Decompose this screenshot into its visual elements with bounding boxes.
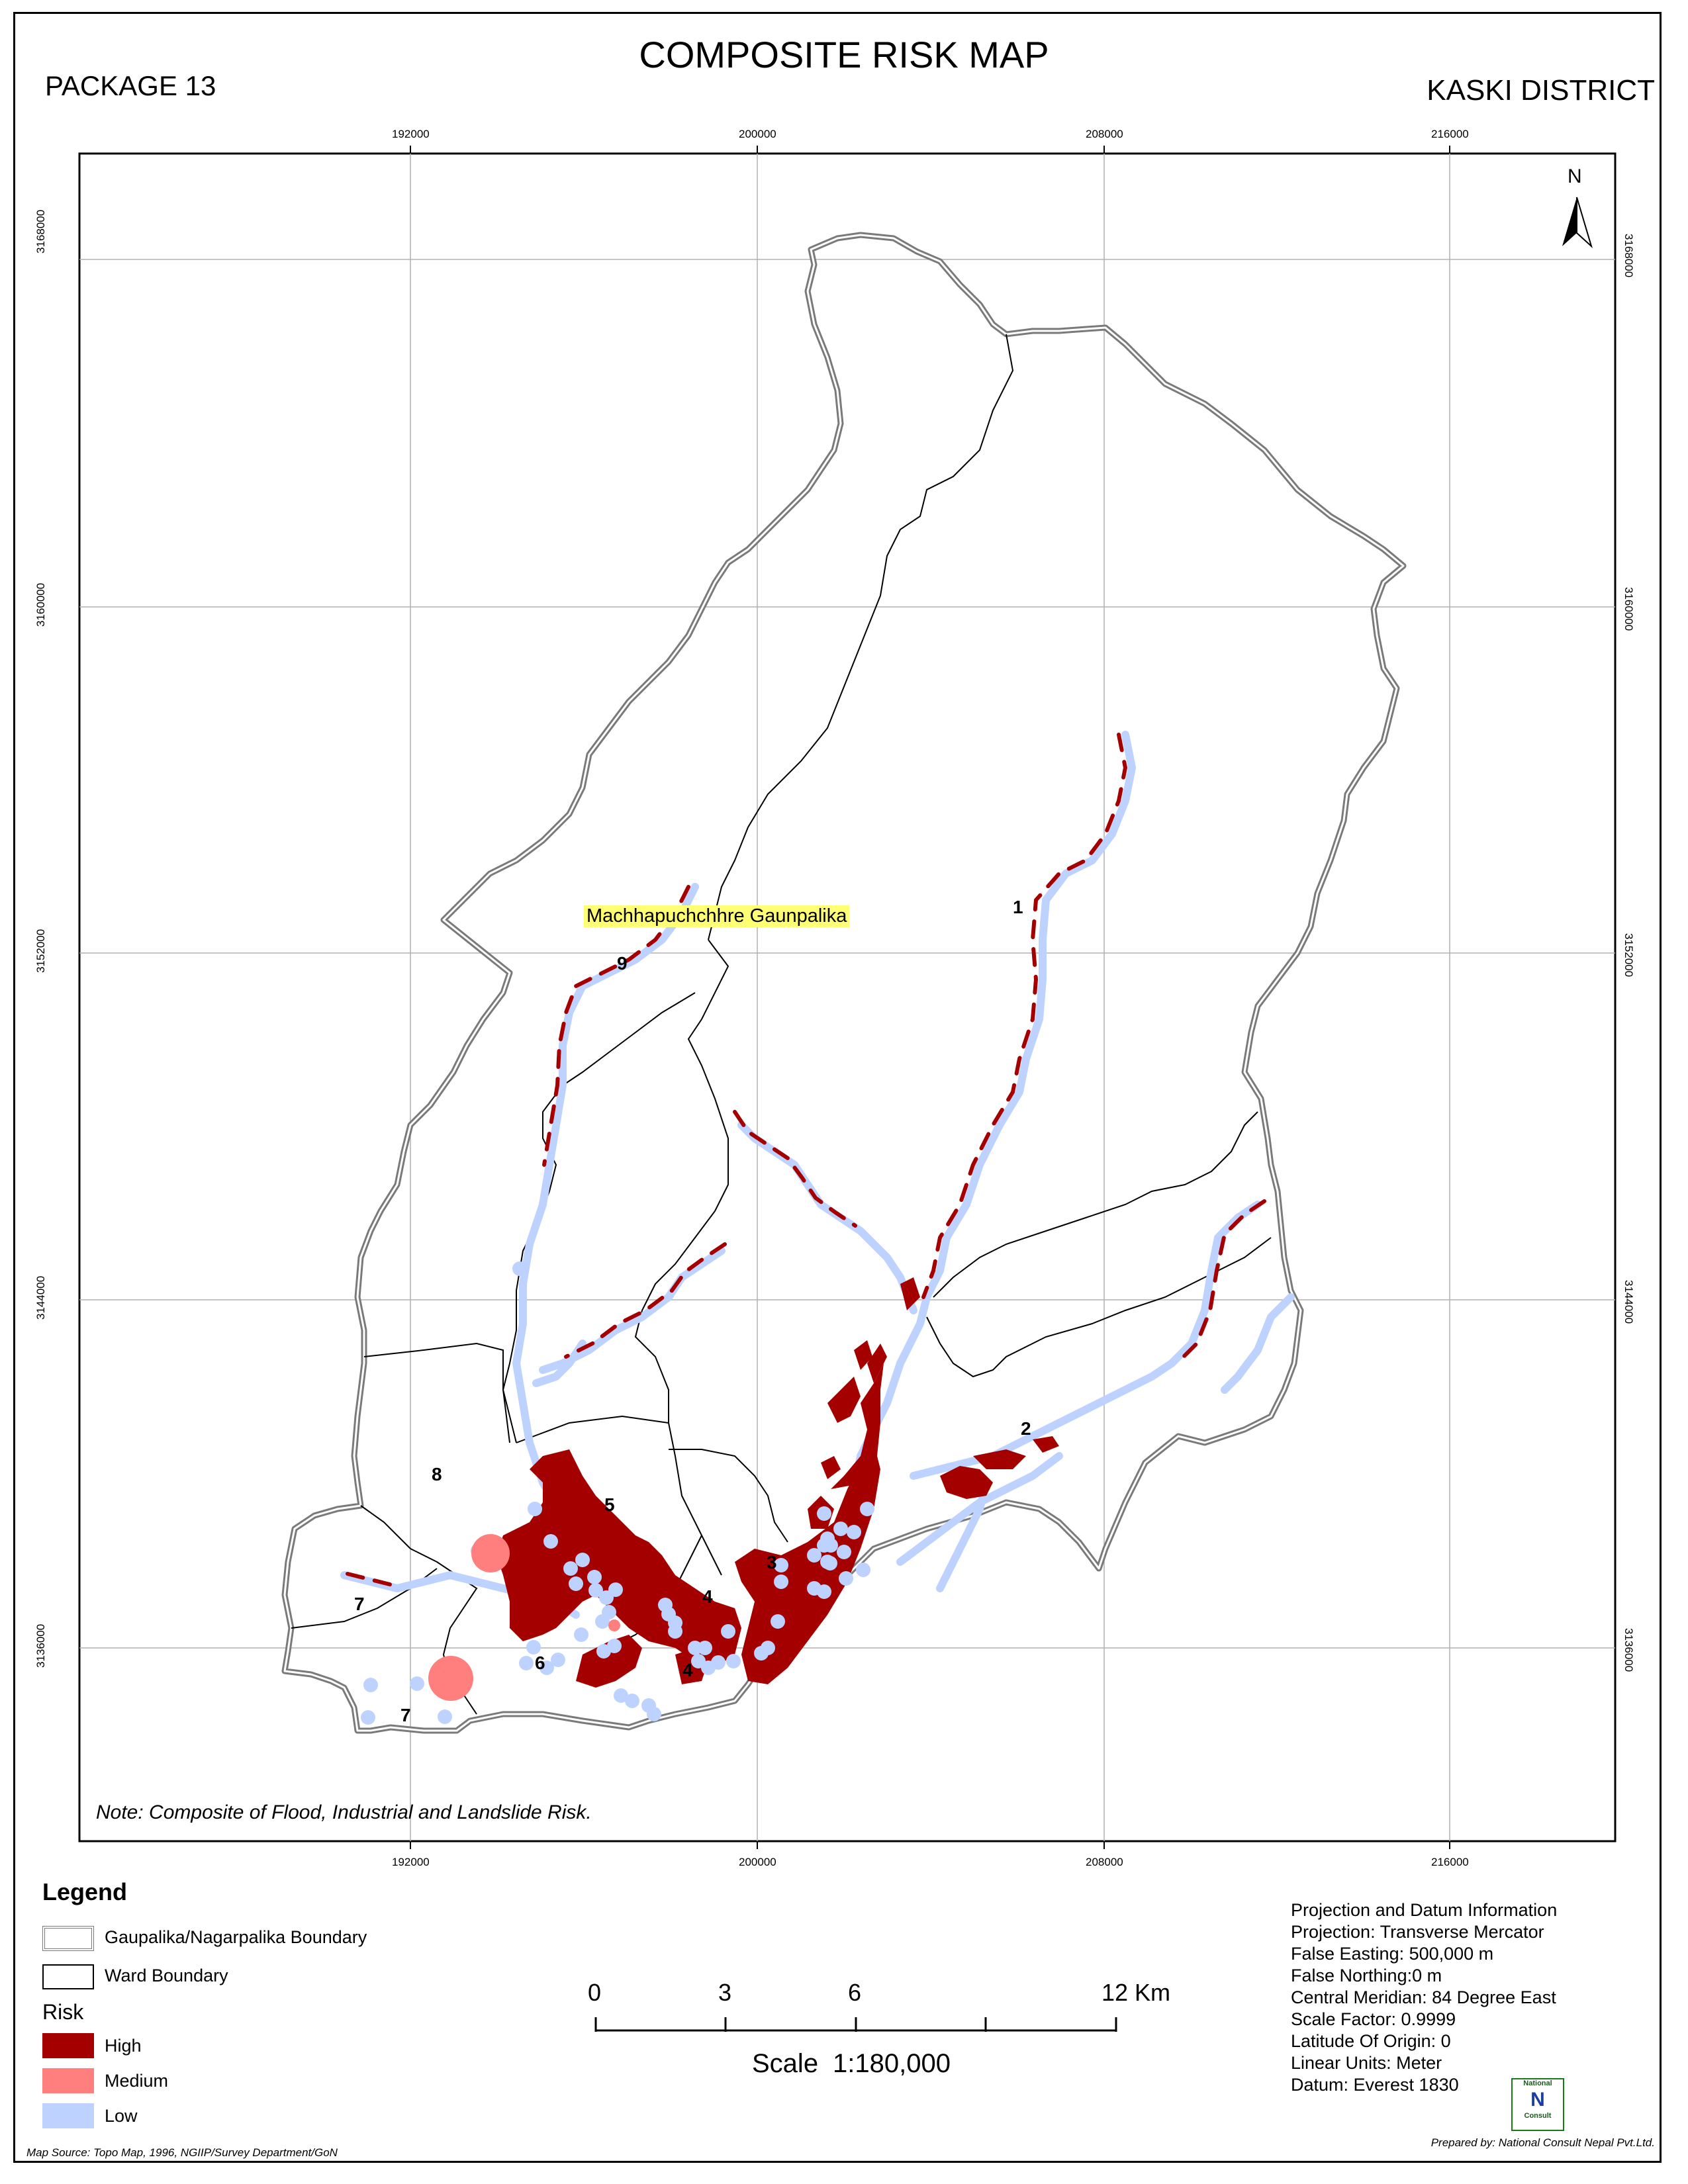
ward-number-9: 9 xyxy=(617,953,628,974)
ward-number-7: 7 xyxy=(354,1594,365,1614)
district-label: KASKI DISTRICT xyxy=(1427,74,1655,107)
x-tick-bottom-200000: 200000 xyxy=(739,1856,776,1868)
legend-swatch-ward xyxy=(42,1964,94,1989)
projection-line: False Easting: 500,000 m xyxy=(1291,1944,1494,1964)
legend-swatch-low xyxy=(42,2103,94,2128)
y-tick-right-3136000: 3136000 xyxy=(1622,1628,1635,1672)
ward-number-1: 1 xyxy=(1013,897,1023,917)
logo-text-bottom: Consult xyxy=(1524,2112,1552,2120)
x-tick-bottom-216000: 216000 xyxy=(1431,1856,1469,1868)
package-label: PACKAGE 13 xyxy=(45,70,216,101)
map-source: Map Source: Topo Map, 1996, NGIIP/Survey… xyxy=(26,2146,338,2159)
legend-label-high: High xyxy=(105,2036,142,2056)
projection-line: Central Meridian: 84 Degree East xyxy=(1291,1987,1556,2007)
scale-label: Scale xyxy=(752,2049,819,2078)
y-tick-right-3152000: 3152000 xyxy=(1622,933,1635,978)
projection-block: Projection and Datum Information Project… xyxy=(1291,1899,1557,2096)
projection-line: Latitude Of Origin: 0 xyxy=(1291,2031,1451,2051)
map-frame xyxy=(78,152,1617,1843)
legend-label-medium: Medium xyxy=(105,2071,169,2091)
x-tick-bottom-192000: 192000 xyxy=(392,1856,430,1868)
ward-number-3: 3 xyxy=(767,1552,777,1572)
legend-swatch-medium xyxy=(42,2068,94,2093)
y-tick-left-3152000: 3152000 xyxy=(34,929,47,973)
logo-text-top: National xyxy=(1523,2079,1552,2087)
legend-title: Legend xyxy=(42,1878,128,1905)
low-risk-points xyxy=(361,1261,874,1725)
logo-mark: N xyxy=(1530,2089,1545,2111)
ward-number-5: 5 xyxy=(604,1494,615,1515)
scale-ratio: 1:180,000 xyxy=(833,2049,951,2078)
projection-line: Datum: Everest 1830 xyxy=(1291,2075,1459,2095)
projection-line: Scale Factor: 0.9999 xyxy=(1291,2009,1456,2029)
projection-line: Linear Units: Meter xyxy=(1291,2053,1442,2073)
ward-number-4: 4 xyxy=(702,1586,713,1607)
x-tick-top-200000: 200000 xyxy=(739,128,776,140)
legend-swatch-gaupalika xyxy=(42,1926,94,1951)
legend-risk-title: Risk xyxy=(42,2000,84,2024)
legend-label-gaupalika: Gaupalika/Nagarpalika Boundary xyxy=(105,1927,367,1947)
y-tick-right-3160000: 3160000 xyxy=(1622,587,1635,631)
scale-tick-3: 3 xyxy=(718,1979,732,2006)
ward-boundaries xyxy=(291,334,1272,1715)
page-frame xyxy=(13,12,1662,2163)
x-tick-bottom-208000: 208000 xyxy=(1086,1856,1123,1868)
municipality-label: Machhapuchchhre Gaunpalika xyxy=(584,905,850,927)
map-title: COMPOSITE RISK MAP xyxy=(639,34,1049,75)
projection-line: False Northing:0 m xyxy=(1291,1966,1442,1985)
x-tick-top-216000: 216000 xyxy=(1431,128,1469,140)
ward-number-4b: 4 xyxy=(682,1660,693,1680)
high-risk-rivers xyxy=(346,733,1266,1589)
projection-title: Projection and Datum Information xyxy=(1291,1900,1558,1920)
scale-tick-12: 12 Km xyxy=(1102,1979,1171,2006)
prepared-by: Prepared by: National Consult Nepal Pvt.… xyxy=(1430,2136,1655,2149)
map-note: Note: Composite of Flood, Industrial and… xyxy=(96,1801,592,1823)
y-tick-left-3144000: 3144000 xyxy=(34,1275,47,1320)
ward-number-6: 6 xyxy=(535,1653,545,1673)
x-tick-top-192000: 192000 xyxy=(392,128,430,140)
ward-number-8: 8 xyxy=(432,1464,442,1484)
y-tick-left-3136000: 3136000 xyxy=(34,1623,47,1668)
y-tick-left-3160000: 3160000 xyxy=(34,582,47,627)
medium-risk-points xyxy=(428,1534,620,1701)
north-arrow xyxy=(1562,197,1593,249)
north-label: N xyxy=(1568,165,1582,187)
ward-number-2: 2 xyxy=(1021,1418,1031,1439)
projection-line: Projection: Transverse Mercator xyxy=(1291,1922,1544,1942)
scale-tick-0: 0 xyxy=(588,1979,602,2006)
company-logo: National N Consult xyxy=(1511,2078,1564,2131)
ward-number-7b: 7 xyxy=(400,1705,411,1725)
x-tick-top-208000: 208000 xyxy=(1086,128,1123,140)
scale-tick-6: 6 xyxy=(848,1979,862,2006)
grid-lines xyxy=(79,154,1615,1841)
y-tick-right-3168000: 3168000 xyxy=(1622,234,1635,278)
y-tick-left-3168000: 3168000 xyxy=(34,209,47,253)
scale-bar xyxy=(594,2017,1117,2032)
legend-label-low: Low xyxy=(105,2106,138,2126)
y-tick-right-3144000: 3144000 xyxy=(1622,1280,1635,1324)
frame-ticks xyxy=(410,146,1450,1849)
legend-label-ward: Ward Boundary xyxy=(105,1966,228,1985)
legend-swatch-high xyxy=(42,2033,94,2058)
